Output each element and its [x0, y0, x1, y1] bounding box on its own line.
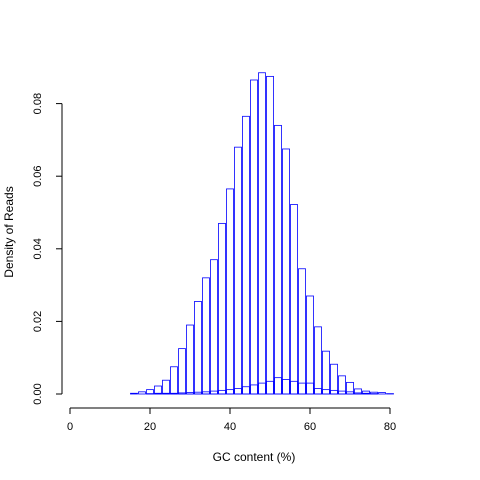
histogram-bar-series-2 [178, 392, 186, 395]
histogram-bar-series-1 [202, 277, 210, 395]
histogram-bar-series-1 [234, 146, 242, 395]
histogram-bar-series-2 [242, 386, 250, 395]
histogram-bar-series-1 [298, 268, 306, 395]
histogram-bar-series-1 [346, 381, 354, 395]
histogram-bar-series-1 [322, 350, 330, 395]
y-axis: 0.00 0.02 0.04 0.06 0.08 [32, 93, 63, 405]
y-tick-label: 0.04 [32, 238, 44, 259]
histogram-bar-series-1 [170, 366, 178, 395]
histogram-bar-series-1 [138, 391, 146, 395]
histogram-bar-series-2 [306, 382, 314, 395]
histogram-bar-series-1 [218, 222, 226, 395]
histogram-bar-series-1 [266, 75, 274, 395]
histogram-bar-series-2 [202, 391, 210, 395]
histogram-bar-series-1 [378, 392, 386, 395]
histogram-bar-series-2 [154, 392, 162, 395]
histogram-bar-series-2 [194, 391, 202, 395]
histogram-bar-series-1 [186, 324, 194, 395]
x-tick-label: 60 [304, 421, 316, 433]
y-tick-label: 0.06 [32, 165, 44, 186]
histogram-bar-series-2 [186, 392, 194, 395]
histogram-bar-series-1 [282, 148, 290, 395]
histogram-bar-series-2 [290, 380, 298, 395]
histogram-bar-series-1 [314, 326, 322, 395]
x-tick-label: 20 [144, 421, 156, 433]
x-tick-label: 80 [384, 421, 396, 433]
histogram-bar-series-2 [266, 380, 274, 395]
histogram-bar-series-1 [290, 204, 298, 395]
histogram-bar-series-2 [322, 389, 330, 395]
histogram-bar-series-2 [162, 392, 170, 395]
histogram-bar-series-1 [330, 363, 338, 395]
y-tick-label: 0.00 [32, 383, 44, 404]
histogram-bar-series-2 [346, 391, 354, 395]
histogram-bar-series-1 [306, 295, 314, 395]
histogram-bar-series-1 [226, 188, 234, 395]
x-tick-label: 40 [224, 421, 236, 433]
x-axis-label: GC content (%) [213, 450, 296, 464]
histogram-bar-series-2 [226, 389, 234, 395]
y-tick-label: 0.08 [32, 93, 44, 114]
x-tick-label: 0 [67, 421, 73, 433]
histogram-bar-series-2 [258, 382, 266, 395]
histogram-bar-series-1 [274, 124, 282, 395]
histogram-bar-series-2 [362, 392, 370, 395]
histogram-bar-series-2 [210, 390, 218, 395]
histogram-bar-series-2 [282, 379, 290, 395]
histogram-bar-series-1 [162, 379, 170, 395]
histogram-bar-series-1 [178, 348, 186, 395]
y-axis-label: Density of Reads [2, 186, 16, 277]
histogram-bar-series-2 [234, 388, 242, 395]
x-axis: 0 20 40 60 80 [67, 407, 396, 433]
histogram-bar-series-2 [274, 377, 282, 395]
histogram-bar-series-1 [130, 392, 138, 395]
y-tick-label: 0.02 [32, 311, 44, 332]
histogram-bar-series-1 [250, 79, 258, 395]
histogram-bar-series-2 [354, 392, 362, 395]
histogram-bar-series-2 [170, 392, 178, 395]
histogram-bars [130, 72, 394, 395]
histogram-bar-series-2 [218, 389, 226, 395]
histogram-bar-series-1 [210, 259, 218, 395]
histogram-bar-series-2 [250, 384, 258, 395]
histogram-bar-series-2 [298, 382, 306, 395]
histogram-bar-series-2 [330, 389, 338, 395]
histogram-bar-series-2 [338, 390, 346, 395]
histogram-bar-series-1 [154, 385, 162, 395]
histogram-bar-series-1 [194, 301, 202, 395]
histogram-bar-series-2 [314, 388, 322, 395]
histogram-bar-series-1 [242, 115, 250, 395]
histogram-bar-series-1 [258, 72, 266, 395]
